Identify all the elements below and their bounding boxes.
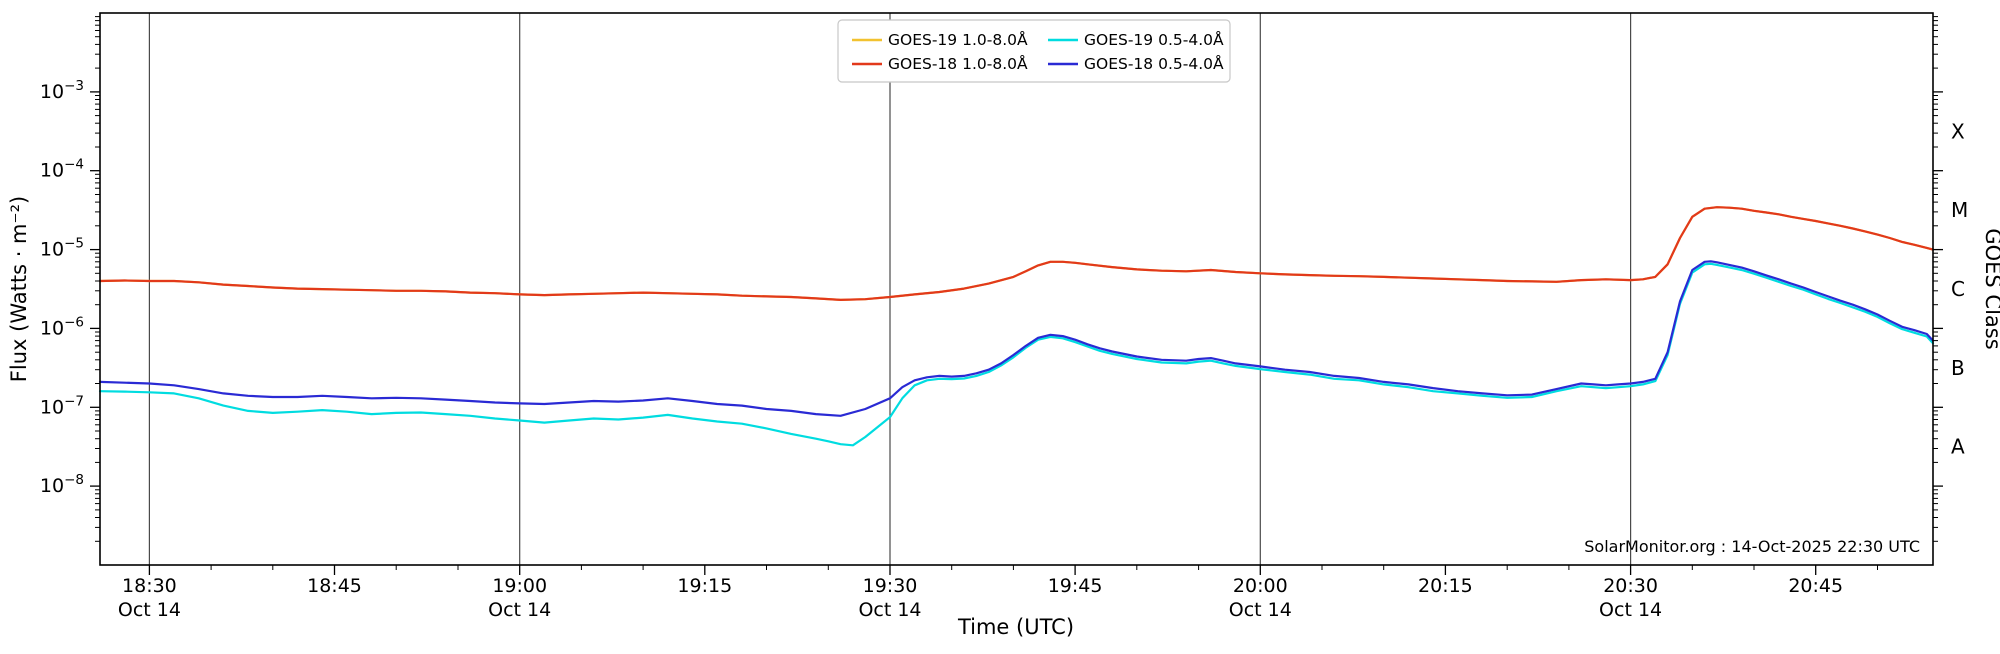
legend-label-goes-18-0-5-4-0: GOES-18 0.5-4.0Å <box>1084 54 1224 73</box>
series-line-goes-19-1-0-8-0 <box>98 206 1935 301</box>
right-axis-ticks: A B C M X <box>1933 16 1968 542</box>
x-tick-label: 19:15 <box>677 575 732 597</box>
x-tick-date-label: Oct 14 <box>1229 599 1292 621</box>
x-tick-date-label: Oct 14 <box>118 599 181 621</box>
y-tick-label: 10−8 <box>40 472 84 497</box>
y-tick-label: 10−5 <box>40 236 84 261</box>
y-tick-label: 10−6 <box>40 314 84 339</box>
y-tick-label: 10−4 <box>40 157 84 182</box>
x-tick-label: 19:30 <box>863 575 918 597</box>
y-axis-ticks: 10−8 10−7 10−6 10−5 10−4 10−3 <box>40 16 100 542</box>
y-tick-label: 10−3 <box>40 78 84 103</box>
legend-label-goes-18-1-0-8-0: GOES-18 1.0-8.0Å <box>888 54 1028 73</box>
legend: GOES-19 1.0-8.0Å GOES-18 1.0-8.0Å GOES-19 … <box>837 19 1231 83</box>
goes-class-label: X <box>1951 119 1965 143</box>
x-tick-label: 20:00 <box>1233 575 1288 597</box>
gridlines <box>148 13 1632 565</box>
x-tick-label: 19:00 <box>492 575 547 597</box>
y-axis-title: Flux (Watts · m⁻²) <box>7 196 31 382</box>
x-tick-date-label: Oct 14 <box>858 599 921 621</box>
goes-class-label: B <box>1951 356 1965 380</box>
x-axis-title: Time (UTC) <box>957 615 1074 639</box>
goes-class-label: A <box>1951 435 1965 459</box>
series-line-goes-18-1-0-8-0 <box>98 206 1935 301</box>
series-line-goes-18-0-5-4-0 <box>98 260 1935 417</box>
goes-class-label: C <box>1951 277 1965 301</box>
x-tick-label: 20:45 <box>1788 575 1843 597</box>
y-tick-label: 10−7 <box>40 393 84 418</box>
x-tick-date-label: Oct 14 <box>488 599 551 621</box>
x-tick-label: 18:45 <box>307 575 362 597</box>
x-tick-date-label: Oct 14 <box>1599 599 1662 621</box>
legend-label-goes-19-1-0-8-0: GOES-19 1.0-8.0Å <box>888 30 1028 49</box>
x-tick-label: 19:45 <box>1048 575 1103 597</box>
goes-class-label: M <box>1951 198 1968 222</box>
x-tick-label: 20:15 <box>1418 575 1473 597</box>
plot-border <box>99 12 1934 566</box>
x-tick-label: 18:30 <box>122 575 177 597</box>
series-lines <box>98 206 1935 447</box>
x-tick-label: 20:30 <box>1603 575 1658 597</box>
goes-class-axis-title: GOES Class <box>1981 228 2000 349</box>
legend-box <box>837 19 1231 83</box>
series-line-goes-19-0-5-4-0 <box>98 262 1935 447</box>
legend-label-goes-19-0-5-4-0: GOES-19 0.5-4.0Å <box>1084 30 1224 49</box>
watermark-text: SolarMonitor.org : 14-Oct-2025 22:30 UTC <box>1584 537 1920 556</box>
